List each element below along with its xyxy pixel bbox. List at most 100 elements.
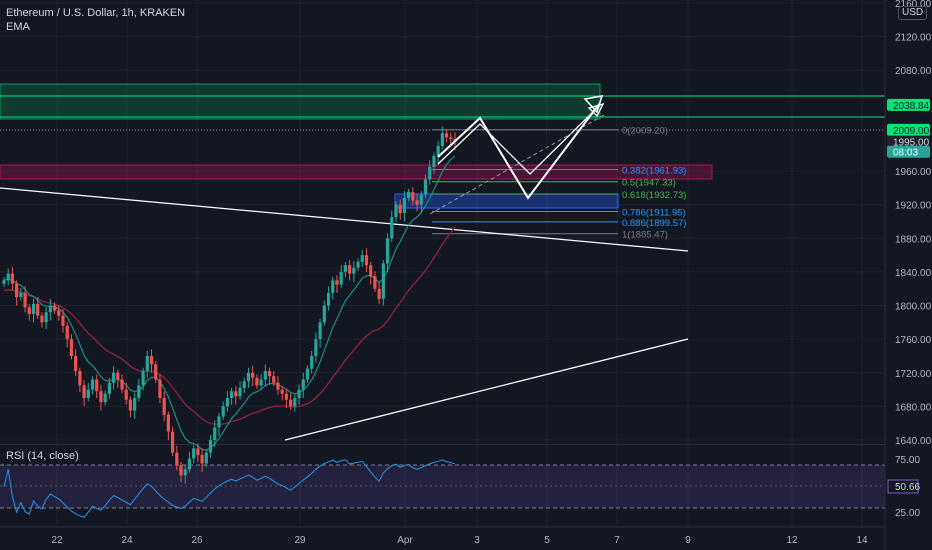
candle-body: [369, 265, 373, 277]
candle-body: [339, 271, 343, 285]
candle-body: [284, 393, 289, 400]
ascending-trendline[interactable]: [284, 338, 689, 441]
candle-body: [225, 397, 229, 407]
candle-body: [407, 192, 411, 198]
time-tick: 14: [856, 535, 868, 546]
time-tick: 24: [121, 535, 133, 546]
candle-body: [23, 292, 27, 308]
candle-body: [61, 315, 65, 326]
candle-body: [398, 204, 402, 214]
dashed-projection: [429, 114, 605, 215]
price-tick: 1880.00: [895, 234, 932, 245]
fib-level-label: 0.786(1911.95): [622, 207, 686, 218]
candle-body: [175, 452, 179, 466]
candle-body: [272, 376, 276, 383]
candle-body: [90, 379, 95, 390]
candle-body: [402, 197, 407, 214]
candle-body: [166, 414, 170, 432]
time-tick: 29: [294, 535, 306, 546]
candle-body: [82, 385, 86, 398]
time-tick: 3: [474, 535, 480, 546]
candle-body: [44, 312, 48, 323]
candle-body: [318, 322, 322, 340]
candle-body: [280, 389, 284, 394]
rsi-current-label: 50.66: [895, 482, 920, 493]
candle-body: [276, 382, 280, 390]
rsi-line: [3, 459, 456, 518]
candle-body: [259, 379, 263, 386]
price-tick: 1960.00: [895, 167, 932, 178]
price-tick: 1920.00: [895, 201, 932, 212]
candle-body: [107, 382, 111, 394]
candle-body: [301, 379, 305, 390]
candle-body: [428, 166, 432, 180]
candle-body: [19, 292, 23, 298]
candle-body: [65, 325, 69, 340]
candle-body: [297, 389, 301, 398]
candle-body: [432, 155, 436, 167]
candle-body: [149, 355, 154, 365]
candle-body: [394, 204, 398, 218]
candle-body: [40, 315, 44, 323]
price-tag-box: [887, 145, 930, 158]
price-tag-box: [887, 123, 930, 136]
candle-body: [390, 217, 394, 239]
projection-arrow-head: [583, 95, 604, 114]
candle-body: [348, 265, 352, 274]
candle-body: [326, 292, 331, 306]
candle-body: [411, 192, 415, 201]
candle-body: [305, 368, 310, 380]
time-axis[interactable]: 22 24 26 29 Apr 3 5 7 9 12 14: [51, 535, 868, 546]
resistance-zone[interactable]: [0, 83, 601, 120]
candle-body: [48, 305, 52, 313]
price-tick: 2080.00: [895, 66, 932, 77]
price-tag-label: 08:03: [893, 148, 918, 159]
candle-body: [52, 305, 57, 311]
candle-body: [6, 273, 10, 281]
candle-body: [74, 355, 78, 372]
projection-zigzag[interactable]: [437, 102, 601, 200]
candle-body: [133, 397, 137, 411]
rsi-current-tag: [887, 479, 919, 494]
candle-body: [234, 391, 238, 397]
grid-lines: [0, 0, 885, 527]
price-tag-label: 2009.00: [893, 126, 930, 137]
candle-body: [31, 303, 36, 314]
rsi-band: [0, 465, 885, 508]
candle-body: [36, 303, 40, 316]
candle-body: [99, 391, 103, 403]
candle-body: [331, 280, 335, 293]
candle-body: [78, 371, 82, 386]
price-axis[interactable]: 2160.00 2120.00 2080.00 1960.00 1920.00 1880.…: [895, 0, 932, 447]
candle-body: [86, 389, 90, 398]
candle-body: [196, 448, 200, 456]
price-tick: 1680.00: [895, 402, 932, 413]
candle-body: [267, 371, 272, 377]
candle-body: [128, 399, 133, 411]
fibonacci-retracement[interactable]: 0(2009.20) 0.382(1961.93) 0.5(1947.33)0.61…: [432, 126, 686, 241]
symbol-title[interactable]: Ethereum / U.S. Dollar, 1h, KRAKEN: [6, 7, 186, 19]
projection-zigzag-alt[interactable]: [437, 104, 601, 175]
candle-body: [343, 265, 348, 272]
candle-body: [356, 261, 360, 268]
price-tick: 1840.00: [895, 268, 932, 279]
candle-body: [137, 385, 141, 398]
candle-body: [187, 458, 192, 470]
candle-body: [263, 371, 267, 380]
rsi-legend[interactable]: RSI (14, close): [6, 450, 79, 462]
candle-body: [251, 372, 255, 378]
candle-body: [2, 280, 6, 284]
currency-button[interactable]: USD: [898, 6, 928, 20]
candle-body: [158, 379, 162, 398]
candle-body: [111, 372, 116, 383]
rsi-pane-separator: [0, 444, 885, 445]
time-tick: 7: [614, 535, 620, 546]
candle-body: [154, 364, 158, 380]
support-zone-pink[interactable]: [0, 164, 713, 180]
ema-legend[interactable]: EMA: [6, 21, 30, 33]
candle-body: [162, 397, 166, 415]
descending-trendline[interactable]: [0, 187, 689, 252]
candle-body: [120, 379, 124, 390]
